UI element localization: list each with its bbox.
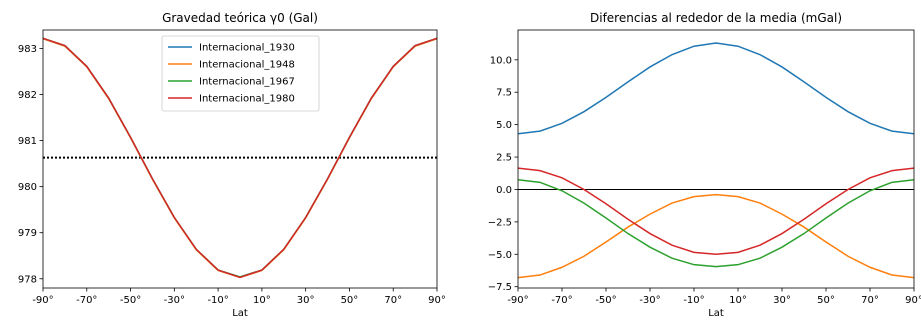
- x-axis-label: Lat: [708, 308, 724, 319]
- x-tick-label: -10°: [683, 295, 704, 306]
- y-tick-label: −2.5: [488, 217, 512, 228]
- legend-entry: Internacional_1930: [199, 43, 295, 54]
- x-tick-label: 10°: [729, 295, 747, 306]
- x-tick-label: -30°: [164, 295, 185, 306]
- y-tick-label: 5.0: [496, 120, 512, 131]
- y-tick-label: 981: [18, 136, 37, 147]
- legend-entry: Internacional_1980: [199, 94, 295, 105]
- y-tick-label: 0.0: [496, 185, 512, 196]
- x-tick-label: 50°: [817, 295, 835, 306]
- gravity-panel: -90° -70° -50° -30° -10° 10° 30° 50° 70° 90° 978 97…: [18, 11, 446, 319]
- x-tick-label: 50°: [341, 295, 359, 306]
- y-tick-label: 10.0: [490, 55, 512, 66]
- y-tick-label: −7.5: [488, 282, 512, 293]
- series-line-internacional-1967: [518, 178, 914, 268]
- axes-frame: [42, 29, 438, 289]
- y-tick-label: 979: [18, 228, 37, 239]
- y-tick-label: 982: [18, 90, 37, 101]
- y-tick-label: 7.5: [496, 88, 512, 99]
- x-tick-label: -50°: [120, 295, 141, 306]
- x-tick-label: -30°: [639, 295, 660, 306]
- x-tick-label: 90°: [905, 295, 921, 306]
- y-tick-label: 980: [18, 182, 37, 193]
- x-tick-label: 70°: [861, 295, 879, 306]
- series-line-internacional-1980: [43, 37, 437, 279]
- x-tick-label: 90°: [428, 295, 446, 306]
- x-tick-label: 10°: [253, 295, 271, 306]
- x-tick-label: -10°: [207, 295, 228, 306]
- y-tick-label: 978: [18, 274, 37, 285]
- x-tick-label: 30°: [297, 295, 315, 306]
- series-line-internacional-1930: [518, 42, 914, 135]
- y-tick-label: 983: [18, 44, 37, 55]
- x-tick-label: -70°: [76, 295, 97, 306]
- chart-title: Diferencias al rededor de la media (mGal…: [590, 11, 842, 25]
- x-axis-label: Lat: [232, 308, 248, 319]
- x-tick-label: -90°: [32, 295, 53, 306]
- legend-box: [161, 35, 320, 112]
- x-tick-label: -50°: [595, 295, 616, 306]
- legend-entry: Internacional_1948: [199, 60, 295, 71]
- legend: Internacional_1930 Internacional_1948 Inte…: [161, 35, 320, 112]
- legend-entry: Internacional_1967: [199, 77, 295, 88]
- x-tick-label: 70°: [384, 295, 402, 306]
- y-tick-label: 2.5: [496, 153, 512, 164]
- x-tick-label: -70°: [551, 295, 572, 306]
- x-tick-label: -90°: [507, 295, 528, 306]
- series-line-internacional-1980: [518, 167, 914, 256]
- series-line-internacional-1948: [518, 193, 914, 279]
- x-tick-label: 30°: [773, 295, 791, 306]
- differences-panel: -90° -70° -50° -30° -10° 10° 30° 50° 70° 90° −7.5 −…: [488, 11, 921, 319]
- axes-frame: [517, 29, 915, 289]
- chart-title: Gravedad teórica γ0 (Gal): [162, 11, 318, 25]
- y-tick-label: −5.0: [488, 250, 512, 261]
